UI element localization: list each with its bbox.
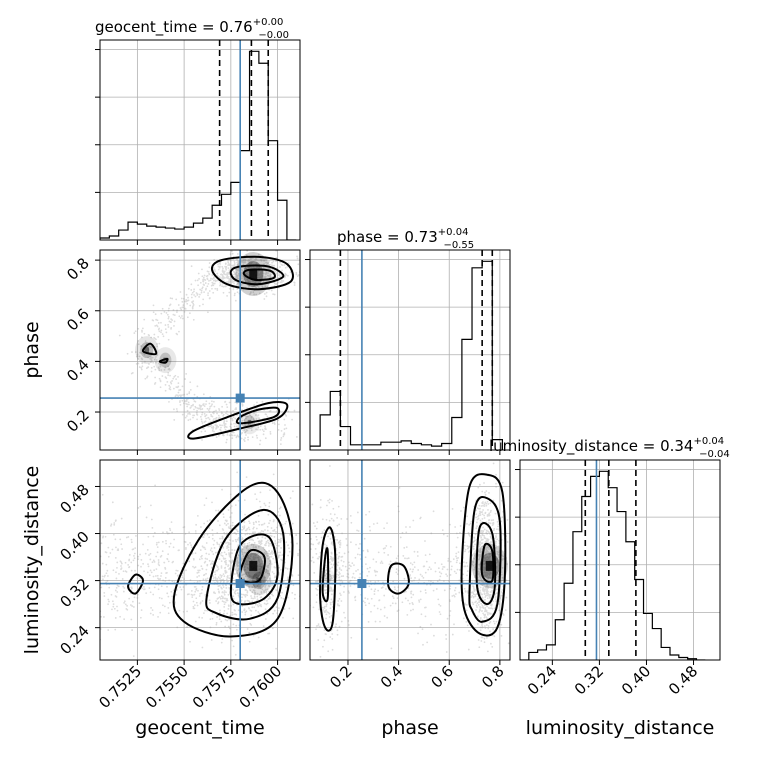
- contour-level-0: [127, 573, 144, 595]
- scatter-panel-phase-luminosity-distance: [305, 459, 511, 665]
- contour-level-1: [229, 264, 285, 286]
- y-tick-label: 0.6: [63, 305, 93, 335]
- density-max: [485, 560, 494, 571]
- panel-content: [100, 460, 300, 660]
- hist-panel-phase: [305, 249, 511, 455]
- hist-panel-geocent-time: [95, 39, 301, 245]
- histogram-geocent_time: [100, 50, 297, 240]
- contour-level-5: [141, 342, 158, 356]
- y-tick-label: 0.8: [63, 254, 93, 284]
- panel-frame: [309, 249, 511, 451]
- x-tick-labels-phase: 0.2 0.4 0.6 0.8: [326, 662, 507, 692]
- x-tick-label: 0.6: [427, 662, 457, 692]
- x-tick-labels-luminosity-distance: 0.24 0.32 0.40 0.48: [524, 662, 702, 698]
- contour-level-5: [480, 542, 495, 584]
- title-phase: phase = 0.73+0.04 −0.55: [337, 227, 474, 251]
- truth-point: [357, 579, 367, 589]
- panel-frame: [99, 459, 301, 661]
- y-tick-label: 0.32: [56, 575, 92, 611]
- contour-level-2: [460, 473, 507, 637]
- x-tick-label: 0.48: [665, 662, 701, 698]
- contour-level-4: [238, 548, 266, 584]
- panel-frame: [309, 459, 511, 661]
- x-tick-label: 0.24: [524, 662, 560, 698]
- contour-level-0: [210, 255, 294, 291]
- y-axis-label-luminosity-distance: luminosity_distance: [21, 466, 43, 655]
- y-tick-label: 0.48: [56, 481, 92, 517]
- x-tick-label: 0.7575: [189, 662, 239, 712]
- truth-point: [235, 579, 245, 589]
- x-tick-label: 0.8: [478, 662, 508, 692]
- density-peak: [135, 336, 159, 364]
- y-tick-label: 0.40: [56, 528, 92, 564]
- x-tick-label: 0.7525: [95, 662, 145, 712]
- histogram-luminosity_distance: [520, 470, 706, 660]
- title-geocent-time: geocent_time = 0.76+0.00 −0.00: [95, 17, 289, 41]
- panel-frame: [99, 39, 301, 241]
- y-axis-label-phase: phase: [21, 321, 43, 378]
- hist-panel-luminosity-distance: [515, 459, 721, 665]
- density-max: [144, 347, 149, 353]
- x-tick-label: 0.40: [618, 662, 654, 698]
- contour-level-3: [468, 495, 502, 623]
- panel-frame: [99, 249, 301, 451]
- x-tick-label: 0.7600: [236, 662, 286, 712]
- x-tick-label: 0.32: [571, 662, 607, 698]
- contour-level-6: [158, 357, 169, 364]
- contour-level-4: [475, 522, 497, 606]
- contour-level-6: [386, 562, 410, 595]
- scatter-panel-geocent-time-luminosity-distance: [95, 459, 301, 665]
- scatter-panel-geocent-time-phase: [95, 249, 301, 455]
- x-axis-label-luminosity-distance: luminosity_distance: [526, 717, 715, 739]
- truth-point: [235, 393, 245, 403]
- panel-content: [310, 460, 510, 660]
- y-tick-label: 0.24: [56, 622, 92, 658]
- density-max: [249, 269, 258, 280]
- contour-level-1: [321, 547, 330, 603]
- y-tick-labels-phase: 0.2 0.4 0.6 0.8: [63, 254, 93, 435]
- y-tick-label: 0.2: [63, 406, 93, 436]
- y-tick-labels-luminosity-distance: 0.24 0.32 0.40 0.48: [56, 481, 92, 659]
- contour-level-1: [172, 481, 294, 638]
- y-tick-label: 0.4: [63, 355, 93, 385]
- x-tick-label: 0.4: [377, 662, 407, 692]
- title-luminosity-distance: luminosity_distance = 0.34+0.04 −0.04: [489, 436, 730, 460]
- x-axis-label-phase: phase: [381, 717, 438, 739]
- contour-level-3: [187, 401, 289, 440]
- histogram-phase: [310, 260, 504, 450]
- x-axis-label-geocent-time: geocent_time: [135, 717, 264, 739]
- sample-points: [118, 250, 300, 450]
- x-tick-label: 0.2: [326, 662, 356, 692]
- x-tick-label: 0.7550: [142, 662, 192, 712]
- contour-level-2: [242, 268, 276, 282]
- density-max: [249, 560, 258, 571]
- panel-content: [100, 250, 300, 450]
- panel-frame: [519, 459, 721, 661]
- contour-level-2: [205, 508, 286, 621]
- sample-points: [100, 471, 300, 658]
- contour-level-0: [319, 526, 337, 632]
